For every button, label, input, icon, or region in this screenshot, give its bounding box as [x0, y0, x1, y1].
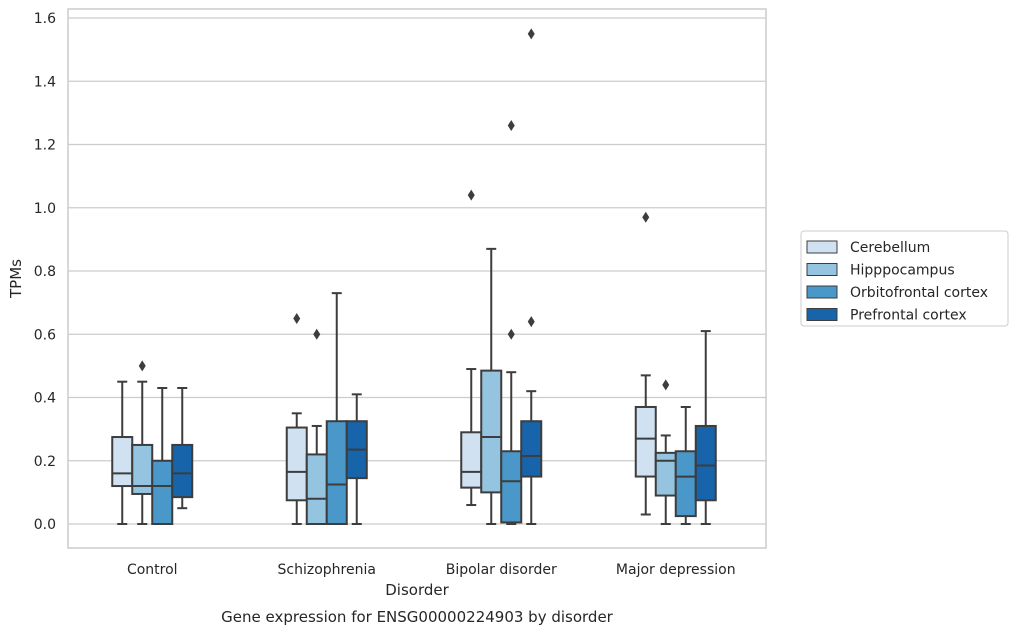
outlier-point	[507, 328, 515, 340]
box-iqr	[325, 420, 348, 525]
outlier-point	[313, 328, 321, 340]
box-iqr	[171, 443, 194, 499]
box-orbitofrontal-cortex	[325, 292, 348, 525]
y-tick-label: 1.2	[34, 138, 56, 154]
x-tick-label: Control	[127, 562, 178, 578]
box-prefrontal-cortex	[345, 393, 368, 525]
legend-swatch	[806, 308, 838, 321]
box-iqr	[460, 431, 483, 489]
y-tick-labels: 0.0 0.2 0.4 0.6 0.8 1.0 1.2 1.4 1.6	[34, 11, 56, 533]
legend-label: Hipppocampus	[850, 263, 955, 279]
box-iqr	[111, 436, 134, 488]
y-tick-label: 1.6	[34, 11, 56, 27]
outlier-point	[293, 312, 301, 324]
box-hipppocampus	[131, 360, 154, 525]
box-iqr	[654, 451, 677, 497]
box-prefrontal-cortex	[171, 387, 194, 510]
y-tick-label: 0.6	[34, 327, 56, 343]
legend: Cerebellum Hipppocampus Orbitofrontal cort…	[800, 230, 1009, 327]
outlier-point	[467, 189, 475, 201]
legend-label: Cerebellum	[850, 240, 930, 256]
legend-swatch	[806, 285, 838, 299]
y-tick-label: 0.0	[34, 517, 56, 533]
box-iqr	[285, 426, 308, 502]
box-iqr	[520, 420, 543, 478]
x-tick-label: Major depression	[616, 562, 736, 578]
box-prefrontal-cortex	[694, 330, 717, 525]
outlier-point	[642, 211, 650, 223]
legend-label: Prefrontal cortex	[850, 308, 967, 324]
box-iqr	[500, 450, 523, 524]
box-hipppocampus	[305, 328, 328, 525]
outlier-point	[507, 120, 515, 132]
box-orbitofrontal-cortex	[500, 120, 523, 525]
box-cerebellum	[111, 380, 134, 525]
legend-frame	[800, 230, 1009, 327]
outlier-point	[138, 360, 146, 372]
box-iqr	[694, 424, 717, 502]
chart-caption: Gene expression for ENSG00000224903 by d…	[221, 608, 614, 626]
y-tick-label: 1.0	[34, 201, 56, 217]
x-tick-labels: Control Schizophrenia Bipolar disorder Majo…	[127, 562, 736, 578]
box-iqr	[634, 405, 657, 478]
box-cerebellum	[460, 189, 483, 507]
box-cerebellum	[285, 312, 308, 525]
boxes	[111, 28, 717, 525]
outlier-point	[527, 316, 535, 328]
outlier-point	[662, 379, 670, 391]
y-tick-label: 0.8	[34, 264, 56, 280]
x-tick-label: Schizophrenia	[278, 562, 376, 578]
box-iqr	[480, 369, 503, 494]
x-tick-label: Bipolar disorder	[446, 562, 557, 578]
legend-label: Orbitofrontal cortex	[850, 285, 988, 301]
box-cerebellum	[634, 211, 657, 516]
box-hipppocampus	[480, 247, 503, 525]
box-prefrontal-cortex	[520, 28, 543, 525]
y-tick-label: 1.4	[34, 74, 56, 90]
plot-frame	[67, 8, 767, 549]
legend-swatch	[806, 263, 838, 276]
box-orbitofrontal-cortex	[674, 405, 697, 525]
box-iqr	[305, 453, 328, 525]
y-tick-label: 0.2	[34, 454, 56, 470]
y-tick-label: 0.4	[34, 391, 56, 407]
box-iqr	[674, 450, 697, 518]
outlier-point	[527, 28, 535, 40]
box-orbitofrontal-cortex	[151, 387, 174, 525]
legend-swatch	[806, 240, 838, 254]
box-hipppocampus	[654, 379, 677, 525]
y-axis-label: TPMs	[7, 259, 25, 299]
box-iqr	[151, 459, 174, 525]
x-axis-label: Disorder	[385, 581, 449, 599]
